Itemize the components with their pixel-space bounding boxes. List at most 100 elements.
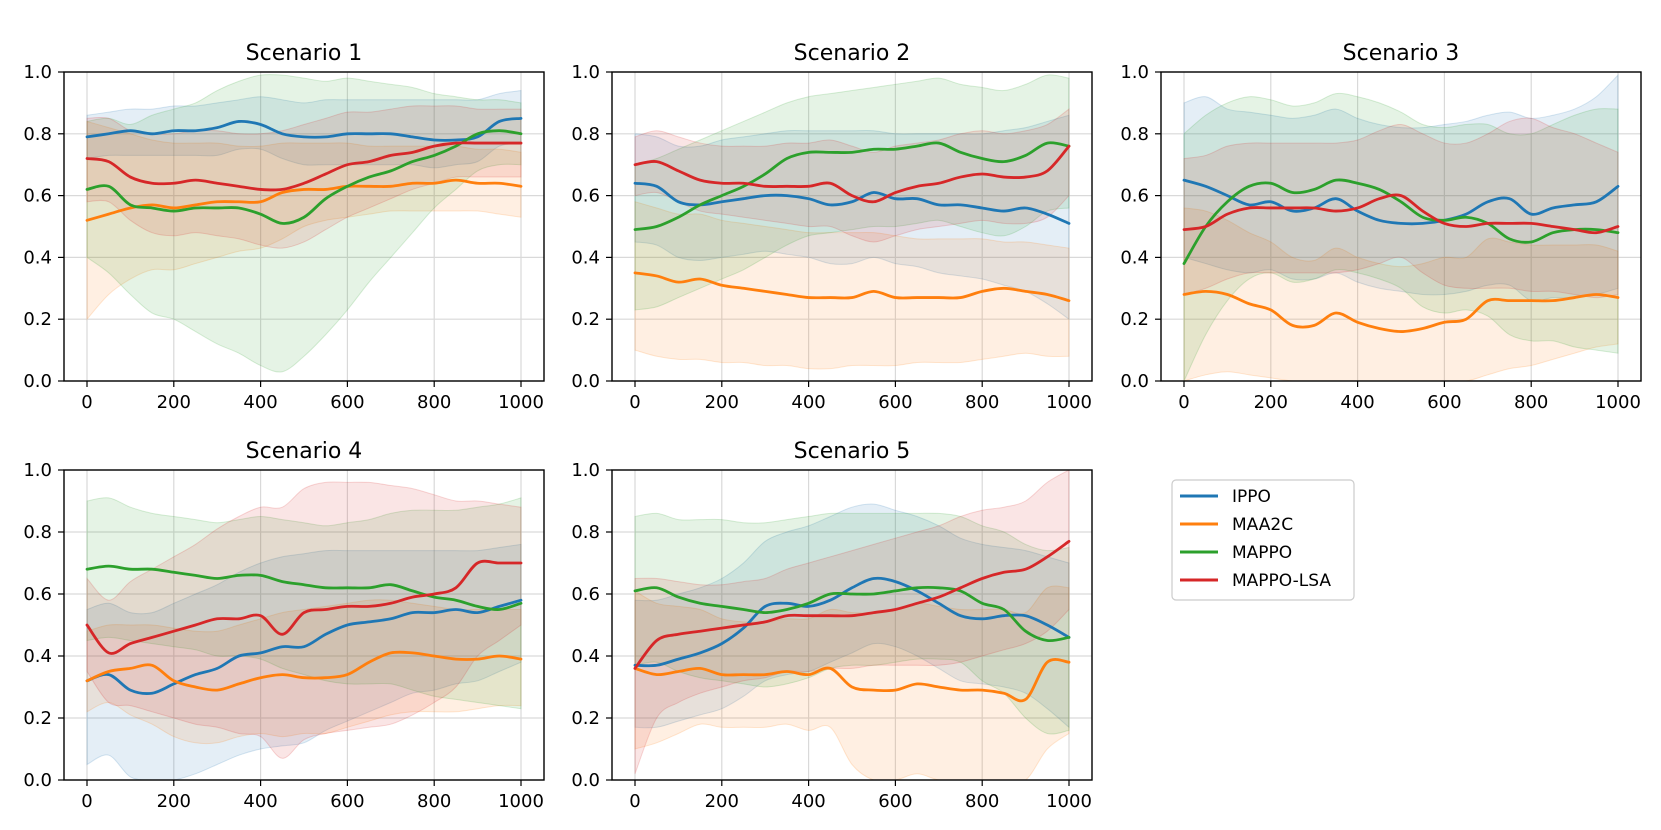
- x-tick-label: 400: [243, 392, 277, 413]
- x-tick-label: 400: [791, 392, 825, 413]
- x-tick-label: 800: [417, 392, 451, 413]
- legend-label: MAPPO: [1232, 543, 1292, 563]
- legend: IPPO MAA2C MAPPO MAPPO-LSA: [1171, 479, 1355, 601]
- band-ippo: [634, 114, 1070, 321]
- line-ippo: [85, 116, 523, 142]
- y-tick-label: 0.0: [1120, 371, 1149, 392]
- line-mappo-lsa: [1182, 193, 1620, 235]
- subplot-2: 0 200 400 600 800 1000 0.0 0.2 0.4 0.6 0.8 1.0 Scena…: [571, 41, 1093, 413]
- x-tick-label: 800: [1514, 392, 1548, 413]
- band-mappo-lsa: [86, 105, 522, 249]
- line-mappo-lsa: [85, 559, 523, 655]
- x-tick-label: 800: [965, 791, 999, 812]
- x-tick-label: 1000: [1595, 392, 1641, 413]
- band-maa2c: [86, 599, 522, 745]
- band-mappo-lsa: [86, 481, 522, 759]
- subplot-title: Scenario 3: [1343, 41, 1460, 66]
- x-tick-label: 0: [81, 392, 92, 413]
- y-tick-label: 0.2: [571, 708, 600, 729]
- band-mappo: [634, 74, 1070, 311]
- x-tick-label: 200: [705, 791, 739, 812]
- x-tick-label: 1000: [1046, 392, 1092, 413]
- band-mappo: [1183, 92, 1619, 381]
- line-mappo: [85, 564, 523, 611]
- legend-box: [1171, 479, 1355, 601]
- x-tick-label: 0: [629, 392, 640, 413]
- y-tick-label: 0.6: [23, 186, 52, 207]
- y-tick-label: 0.6: [23, 584, 52, 605]
- y-tick-label: 1.0: [571, 460, 600, 481]
- line-mappo-lsa: [85, 141, 523, 192]
- y-tick-label: 0.4: [23, 646, 52, 667]
- band-mappo: [86, 74, 522, 373]
- y-tick-label: 0.6: [571, 186, 600, 207]
- x-tick-label: 600: [330, 791, 364, 812]
- x-tick-label: 200: [157, 392, 191, 413]
- band-maa2c: [634, 201, 1070, 370]
- y-tick-label: 0.4: [1120, 247, 1149, 268]
- y-tick-label: 1.0: [23, 62, 52, 83]
- x-tick-label: 200: [1254, 392, 1288, 413]
- plot-area: [85, 481, 523, 780]
- line-ippo: [1182, 178, 1620, 226]
- legend-label: MAA2C: [1232, 515, 1293, 535]
- y-tick-label: 0.0: [23, 371, 52, 392]
- x-tick-label: 400: [243, 791, 277, 812]
- plot-area: [633, 74, 1071, 370]
- x-tick-label: 800: [417, 791, 451, 812]
- x-tick-label: 1000: [1046, 791, 1092, 812]
- line-maa2c: [85, 650, 523, 692]
- x-tick-label: 0: [81, 791, 92, 812]
- x-tick-label: 600: [878, 791, 912, 812]
- band-mappo: [634, 512, 1070, 735]
- line-ippo: [633, 181, 1071, 225]
- axes-frame: [63, 469, 545, 781]
- axes-frame: [611, 469, 1093, 781]
- legend-label: IPPO: [1232, 487, 1271, 507]
- line-mappo-lsa: [633, 539, 1071, 670]
- axes-frame: [63, 71, 545, 382]
- line-ippo: [633, 576, 1071, 668]
- x-tick-label: 600: [1427, 392, 1461, 413]
- subplot-3: 0 200 400 600 800 1000 0.0 0.2 0.4 0.6 0.8 1.0 Scena…: [1120, 41, 1642, 413]
- x-tick-label: 600: [878, 392, 912, 413]
- subplot-title: Scenario 1: [246, 41, 363, 66]
- x-tick-label: 1000: [498, 392, 544, 413]
- line-maa2c: [633, 271, 1071, 303]
- line-maa2c: [633, 658, 1071, 703]
- band-mappo: [86, 497, 522, 710]
- band-mappo-lsa: [1183, 117, 1619, 299]
- x-tick-label: 400: [791, 791, 825, 812]
- y-tick-label: 0.8: [1120, 124, 1149, 145]
- y-tick-label: 0.8: [23, 522, 52, 543]
- y-tick-label: 0.6: [571, 584, 600, 605]
- y-tick-label: 0.8: [23, 124, 52, 145]
- y-tick-label: 0.8: [571, 124, 600, 145]
- axes-frame: [1160, 71, 1642, 382]
- line-mappo: [633, 141, 1071, 231]
- subplot-title: Scenario 2: [794, 41, 911, 66]
- y-tick-label: 0.2: [1120, 309, 1149, 330]
- line-maa2c: [1182, 289, 1620, 333]
- band-mappo-lsa: [634, 108, 1070, 243]
- line-mappo-lsa: [633, 144, 1071, 204]
- x-tick-label: 200: [157, 791, 191, 812]
- subplot-title: Scenario 4: [246, 439, 363, 464]
- y-tick-label: 0.4: [571, 646, 600, 667]
- y-tick-label: 0.6: [1120, 186, 1149, 207]
- subplot-1: 0 200 400 600 800 1000 0.0 0.2 0.4 0.6 0.8 1.0 Scena…: [23, 41, 545, 413]
- y-tick-label: 0.2: [23, 309, 52, 330]
- x-tick-label: 800: [965, 392, 999, 413]
- y-tick-label: 0.8: [571, 522, 600, 543]
- subplot-4: 0 200 400 600 800 1000 0.0 0.2 0.4 0.6 0.8 1.0 Scena…: [23, 439, 545, 812]
- y-tick-label: 1.0: [571, 62, 600, 83]
- plot-area: [1182, 73, 1620, 381]
- subplot-5: 0 200 400 600 800 1000 0.0 0.2 0.4 0.6 0.8 1.0 Scena…: [571, 439, 1093, 812]
- line-mappo: [85, 129, 523, 225]
- legend-label: MAPPO-LSA: [1232, 571, 1331, 591]
- x-tick-label: 200: [705, 392, 739, 413]
- y-tick-label: 0.0: [571, 371, 600, 392]
- y-tick-label: 0.2: [23, 708, 52, 729]
- x-tick-label: 0: [629, 791, 640, 812]
